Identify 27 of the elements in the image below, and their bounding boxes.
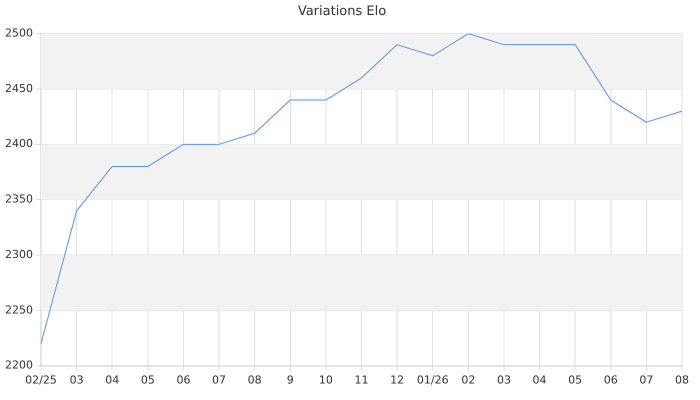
x-tick-label: 08 (248, 373, 262, 386)
x-tick-label: 10 (318, 373, 333, 386)
x-tick-label: 02 (461, 373, 476, 386)
y-tick-label: 2400 (4, 137, 33, 150)
x-tick-label: 07 (639, 373, 654, 386)
x-tick-label: 05 (568, 373, 582, 386)
x-tick-label: 03 (70, 373, 84, 386)
y-tick-label: 2250 (4, 303, 33, 316)
x-tick-label: 03 (496, 373, 511, 386)
x-tick-label: 12 (390, 373, 404, 386)
x-tick-label: 05 (140, 373, 155, 386)
y-tick-label: 2500 (4, 26, 33, 40)
x-tick-label: 02/25 (25, 373, 57, 386)
y-tick-label: 2450 (4, 82, 33, 95)
x-tick-label: 9 (286, 373, 294, 386)
x-tick-label: 08 (675, 373, 689, 386)
chart-title: Variations Elo (298, 4, 386, 20)
y-tick-label: 2300 (4, 248, 33, 261)
x-tick-label: 04 (105, 373, 120, 386)
x-tick-label: 07 (212, 373, 226, 386)
x-tick-label: 11 (354, 373, 368, 386)
x-tick-label: 01/26 (416, 373, 449, 386)
y-tick-label: 2350 (4, 192, 33, 206)
y-tick-label: 2200 (4, 358, 33, 372)
x-tick-label: 06 (604, 373, 618, 386)
x-tick-label: 04 (532, 373, 547, 386)
x-tick-label: 06 (176, 373, 190, 386)
